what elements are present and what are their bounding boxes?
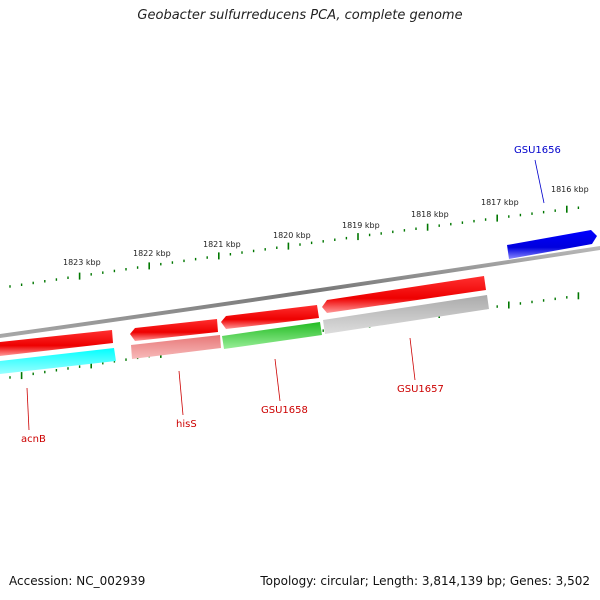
kbp-label-1818: 1818 kbp: [411, 210, 449, 219]
leader-line-GSU1657: [409, 337, 416, 381]
gene-label-GSU1656: GSU1656: [514, 145, 561, 156]
gene-hisS[interactable]: [130, 319, 218, 341]
gene-label-hisS: hisS: [176, 419, 197, 430]
genome-summary-text: Topology: circular; Length: 3,814,139 bp…: [260, 574, 590, 588]
kbp-label-1819: 1819 kbp: [342, 221, 380, 230]
gene-GSU1656[interactable]: [507, 230, 597, 259]
page-title: Geobacter sulfurreducens PCA, complete g…: [137, 8, 463, 23]
kbp-label-1821: 1821 kbp: [203, 240, 241, 249]
gene-acnB[interactable]: [0, 330, 113, 356]
leader-line-acnB: [26, 387, 30, 431]
gene-label-GSU1658: GSU1658: [261, 405, 308, 416]
gene-GSU1657-feature[interactable]: [323, 295, 489, 334]
kbp-label-1820: 1820 kbp: [273, 231, 311, 240]
gene-hisS-feature[interactable]: [131, 335, 221, 359]
outer-tick-row: [9, 205, 580, 288]
kbp-label-1823: 1823 kbp: [63, 258, 101, 267]
gene-label-acnB: acnB: [21, 434, 46, 445]
gene-acnB-feature[interactable]: [0, 348, 116, 374]
leader-line-GSU1658: [274, 358, 281, 402]
genome-backbone: [0, 246, 600, 338]
kbp-label-1822: 1822 kbp: [133, 249, 171, 258]
gene-GSU1658[interactable]: [221, 305, 319, 329]
kbp-label-1817: 1817 kbp: [481, 198, 519, 207]
leader-line-hisS: [178, 370, 184, 416]
leader-line-GSU1656: [534, 159, 545, 204]
accession-text: Accession: NC_002939: [9, 574, 146, 588]
gene-GSU1658-feature[interactable]: [222, 322, 322, 349]
gene-label-GSU1657: GSU1657: [397, 384, 444, 395]
kbp-label-1816: 1816 kbp: [551, 185, 589, 194]
gene-GSU1657[interactable]: [322, 276, 486, 313]
